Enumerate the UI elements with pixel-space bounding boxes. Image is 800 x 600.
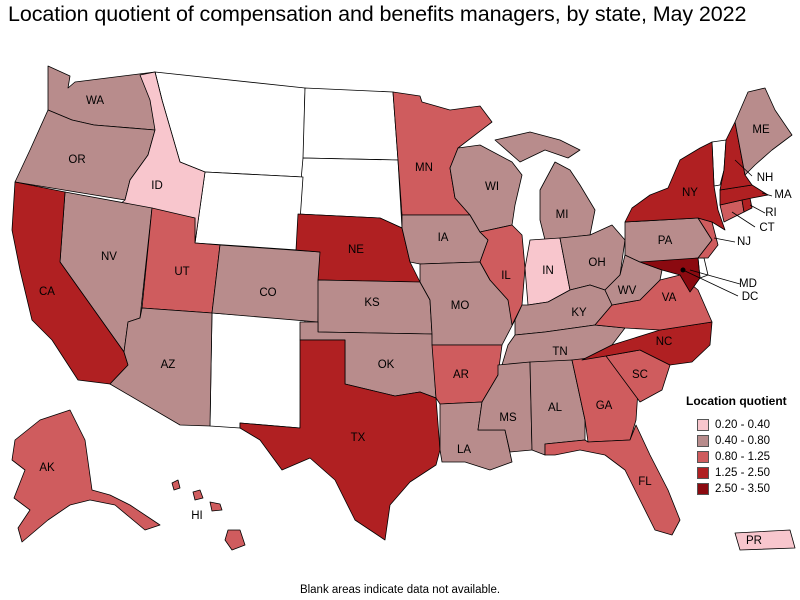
legend-item: 0.20 - 0.40	[686, 417, 796, 433]
label-ks: KS	[364, 297, 380, 309]
label-in: IN	[542, 265, 554, 277]
label-ct: CT	[759, 222, 774, 234]
label-nc: NC	[656, 336, 673, 348]
map-title: Location quotient of compensation and be…	[8, 2, 747, 26]
label-id: ID	[151, 180, 163, 192]
label-ky: KY	[571, 307, 587, 319]
label-wa: WA	[86, 95, 104, 107]
state-texas	[239, 339, 441, 541]
label-al: AL	[548, 402, 563, 414]
label-wv: WV	[618, 285, 637, 297]
label-ia: IA	[438, 232, 449, 244]
label-tx: TX	[351, 432, 366, 444]
label-pr: PR	[746, 535, 762, 547]
state-california	[11, 181, 129, 385]
legend-label: 1.25 - 2.50	[715, 467, 770, 479]
state-wyoming	[194, 171, 304, 251]
label-md: MD	[739, 278, 757, 290]
label-nj: NJ	[737, 236, 751, 248]
state-illinois	[479, 224, 526, 326]
state-north-carolina	[581, 321, 713, 366]
label-ut: UT	[174, 266, 189, 278]
state-michigan	[494, 131, 596, 241]
state-north-dakota	[302, 87, 399, 161]
leader-line-dc	[682, 269, 739, 297]
label-or: OR	[68, 154, 85, 166]
label-mi: MI	[556, 209, 569, 221]
label-nh: NH	[757, 172, 774, 184]
legend-swatch	[697, 451, 709, 463]
legend-item: 2.50 - 3.50	[686, 481, 796, 497]
label-la: LA	[457, 444, 471, 456]
legend-label: 0.40 - 0.80	[715, 435, 770, 447]
legend: Location quotient 0.20 - 0.40 0.40 - 0.8…	[686, 394, 796, 497]
legend-label: 2.50 - 3.50	[715, 483, 770, 495]
state-arizona	[109, 307, 213, 427]
label-ri: RI	[765, 207, 777, 219]
leader-line-md	[689, 269, 741, 285]
label-sc: SC	[632, 369, 648, 381]
label-il: IL	[501, 270, 511, 282]
label-wi: WI	[485, 181, 499, 193]
label-tn: TN	[552, 346, 567, 358]
label-va: VA	[662, 292, 677, 304]
label-ga: GA	[596, 400, 613, 412]
label-oh: OH	[588, 257, 605, 269]
legend-title: Location quotient	[686, 394, 787, 408]
leader-line-ri	[749, 204, 766, 214]
label-ca: CA	[39, 286, 55, 298]
label-fl: FL	[638, 476, 652, 488]
state-new-york	[624, 141, 726, 231]
label-az: AZ	[161, 359, 176, 371]
legend-swatch	[697, 483, 709, 495]
label-ak: AK	[39, 462, 55, 474]
leader-line-ct	[731, 211, 756, 228]
label-nv: NV	[101, 251, 117, 263]
state-colorado	[211, 244, 321, 323]
legend-swatch	[697, 419, 709, 431]
footnote: Blank areas indicate data not available.	[299, 584, 501, 596]
leader-line-nj	[713, 237, 736, 243]
legend-item: 1.25 - 2.50	[686, 465, 796, 481]
legend-label: 0.20 - 0.40	[715, 419, 770, 431]
label-ok: OK	[378, 359, 395, 371]
leader-line-ma	[761, 192, 773, 197]
label-ne: NE	[348, 244, 364, 256]
label-me: ME	[752, 124, 770, 136]
legend-swatch	[697, 435, 709, 447]
label-mn: MN	[415, 162, 433, 174]
legend-swatch	[697, 467, 709, 479]
label-ar: AR	[453, 369, 469, 381]
state-hawaii	[171, 479, 246, 551]
state-alaska	[11, 409, 161, 543]
label-dc: DC	[742, 291, 759, 303]
dc-marker	[680, 267, 686, 273]
leader-line-nh	[734, 159, 753, 177]
label-mo: MO	[451, 300, 470, 312]
territory-puerto-rico	[734, 529, 796, 551]
label-ny: NY	[682, 187, 698, 199]
state-florida	[544, 424, 681, 536]
state-new-mexico	[209, 312, 306, 429]
legend-label: 0.80 - 1.25	[715, 451, 770, 463]
label-co: CO	[259, 287, 276, 299]
legend-item: 0.40 - 0.80	[686, 433, 796, 449]
legend-item: 0.80 - 1.25	[686, 449, 796, 465]
label-ma: MA	[774, 189, 792, 201]
label-pa: PA	[658, 235, 673, 247]
label-hi: HI	[191, 510, 203, 522]
state-maine	[734, 87, 793, 176]
label-ms: MS	[499, 412, 517, 424]
